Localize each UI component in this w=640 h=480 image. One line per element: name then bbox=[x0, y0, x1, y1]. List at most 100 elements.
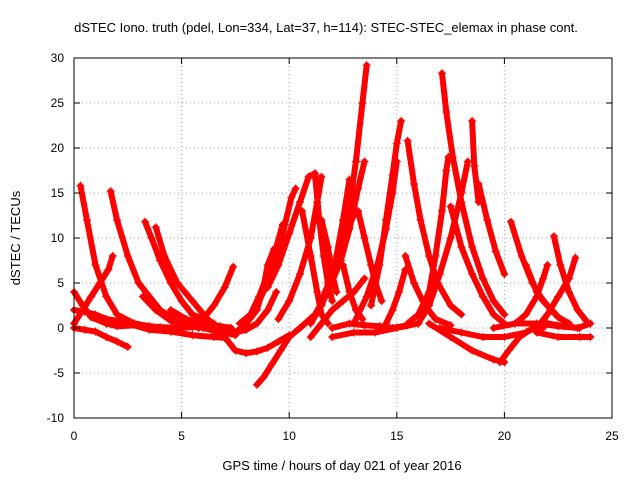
data-point bbox=[319, 252, 328, 260]
data-point bbox=[431, 252, 440, 260]
data-point bbox=[425, 319, 434, 328]
x-tick-label: 15 bbox=[390, 429, 404, 443]
data-point bbox=[166, 327, 175, 336]
data-point bbox=[360, 157, 369, 166]
data-point bbox=[188, 310, 197, 319]
y-tick-label: 5 bbox=[57, 276, 64, 290]
data-point bbox=[332, 288, 341, 296]
data-point bbox=[362, 61, 371, 70]
data-series bbox=[328, 175, 354, 287]
data-point bbox=[392, 324, 401, 332]
data-point bbox=[173, 279, 182, 287]
data-point bbox=[446, 301, 455, 310]
data-point bbox=[446, 202, 455, 211]
data-point bbox=[442, 108, 451, 116]
data-point bbox=[188, 331, 197, 340]
data-point bbox=[446, 333, 455, 341]
data-point bbox=[166, 306, 175, 314]
data-point bbox=[549, 232, 558, 241]
data-point bbox=[457, 328, 466, 337]
series-trace bbox=[329, 176, 353, 286]
data-point bbox=[102, 292, 111, 301]
data-point bbox=[437, 69, 446, 78]
data-point bbox=[332, 252, 341, 260]
x-tick-label: 0 bbox=[71, 429, 78, 443]
data-series bbox=[435, 324, 530, 341]
series-trace bbox=[71, 253, 116, 327]
data-point bbox=[328, 297, 337, 305]
data-point bbox=[431, 315, 440, 323]
data-point bbox=[500, 270, 509, 278]
data-point bbox=[231, 328, 240, 337]
data-point bbox=[425, 301, 434, 310]
data-point bbox=[554, 322, 563, 331]
data-point bbox=[102, 319, 111, 328]
data-point bbox=[311, 310, 320, 319]
series-trace bbox=[71, 325, 131, 350]
y-tick-label: 20 bbox=[51, 141, 65, 155]
data-point bbox=[263, 283, 272, 292]
data-point bbox=[586, 319, 595, 328]
data-point bbox=[442, 166, 451, 175]
data-point bbox=[108, 252, 117, 260]
data-point bbox=[339, 216, 347, 224]
series-trace bbox=[415, 158, 471, 327]
data-point bbox=[468, 117, 477, 125]
y-axis-label: dSTEC / TECUs bbox=[8, 190, 23, 285]
data-point bbox=[382, 216, 391, 224]
data-point bbox=[478, 333, 487, 341]
data-point bbox=[401, 252, 410, 260]
data-point bbox=[489, 355, 498, 364]
x-tick-label: 20 bbox=[498, 429, 512, 443]
data-point bbox=[435, 270, 444, 278]
data-point bbox=[104, 265, 113, 274]
data-point bbox=[354, 184, 363, 193]
data-point bbox=[242, 349, 251, 358]
series-layer bbox=[70, 61, 595, 389]
data-point bbox=[328, 306, 337, 314]
data-point bbox=[573, 306, 582, 314]
data-point bbox=[360, 274, 369, 283]
data-point bbox=[521, 328, 530, 337]
data-point bbox=[113, 337, 122, 346]
data-point bbox=[138, 292, 147, 301]
data-point bbox=[543, 310, 552, 319]
data-point bbox=[287, 193, 296, 202]
data-point bbox=[470, 162, 479, 170]
series-trace bbox=[253, 325, 303, 388]
data-point bbox=[113, 216, 122, 224]
data-series bbox=[425, 319, 509, 367]
data-point bbox=[285, 229, 294, 238]
data-point bbox=[575, 324, 584, 332]
data-point bbox=[489, 310, 498, 319]
data-point bbox=[304, 172, 313, 181]
data-point bbox=[416, 216, 425, 224]
data-point bbox=[448, 153, 457, 161]
data-point bbox=[556, 261, 565, 269]
data-point bbox=[521, 310, 530, 319]
data-series bbox=[242, 184, 300, 328]
data-point bbox=[134, 279, 143, 287]
x-axis-label: GPS time / hours of day 021 of year 2016 bbox=[222, 458, 461, 473]
data-point bbox=[291, 184, 300, 193]
data-point bbox=[306, 333, 315, 341]
data-point bbox=[328, 333, 337, 341]
data-point bbox=[360, 234, 369, 242]
data-point bbox=[252, 301, 261, 310]
data-point bbox=[468, 270, 477, 278]
data-point bbox=[91, 327, 100, 336]
data-series bbox=[474, 180, 509, 278]
data-series bbox=[328, 319, 423, 341]
data-point bbox=[263, 306, 272, 314]
data-point bbox=[345, 175, 354, 184]
data-point bbox=[259, 373, 268, 382]
data-point bbox=[410, 180, 419, 188]
data-point bbox=[474, 180, 483, 188]
data-point bbox=[354, 207, 363, 215]
data-point bbox=[317, 319, 326, 328]
data-point bbox=[360, 321, 369, 330]
data-point bbox=[231, 346, 240, 355]
data-point bbox=[403, 136, 412, 145]
data-point bbox=[91, 310, 100, 319]
